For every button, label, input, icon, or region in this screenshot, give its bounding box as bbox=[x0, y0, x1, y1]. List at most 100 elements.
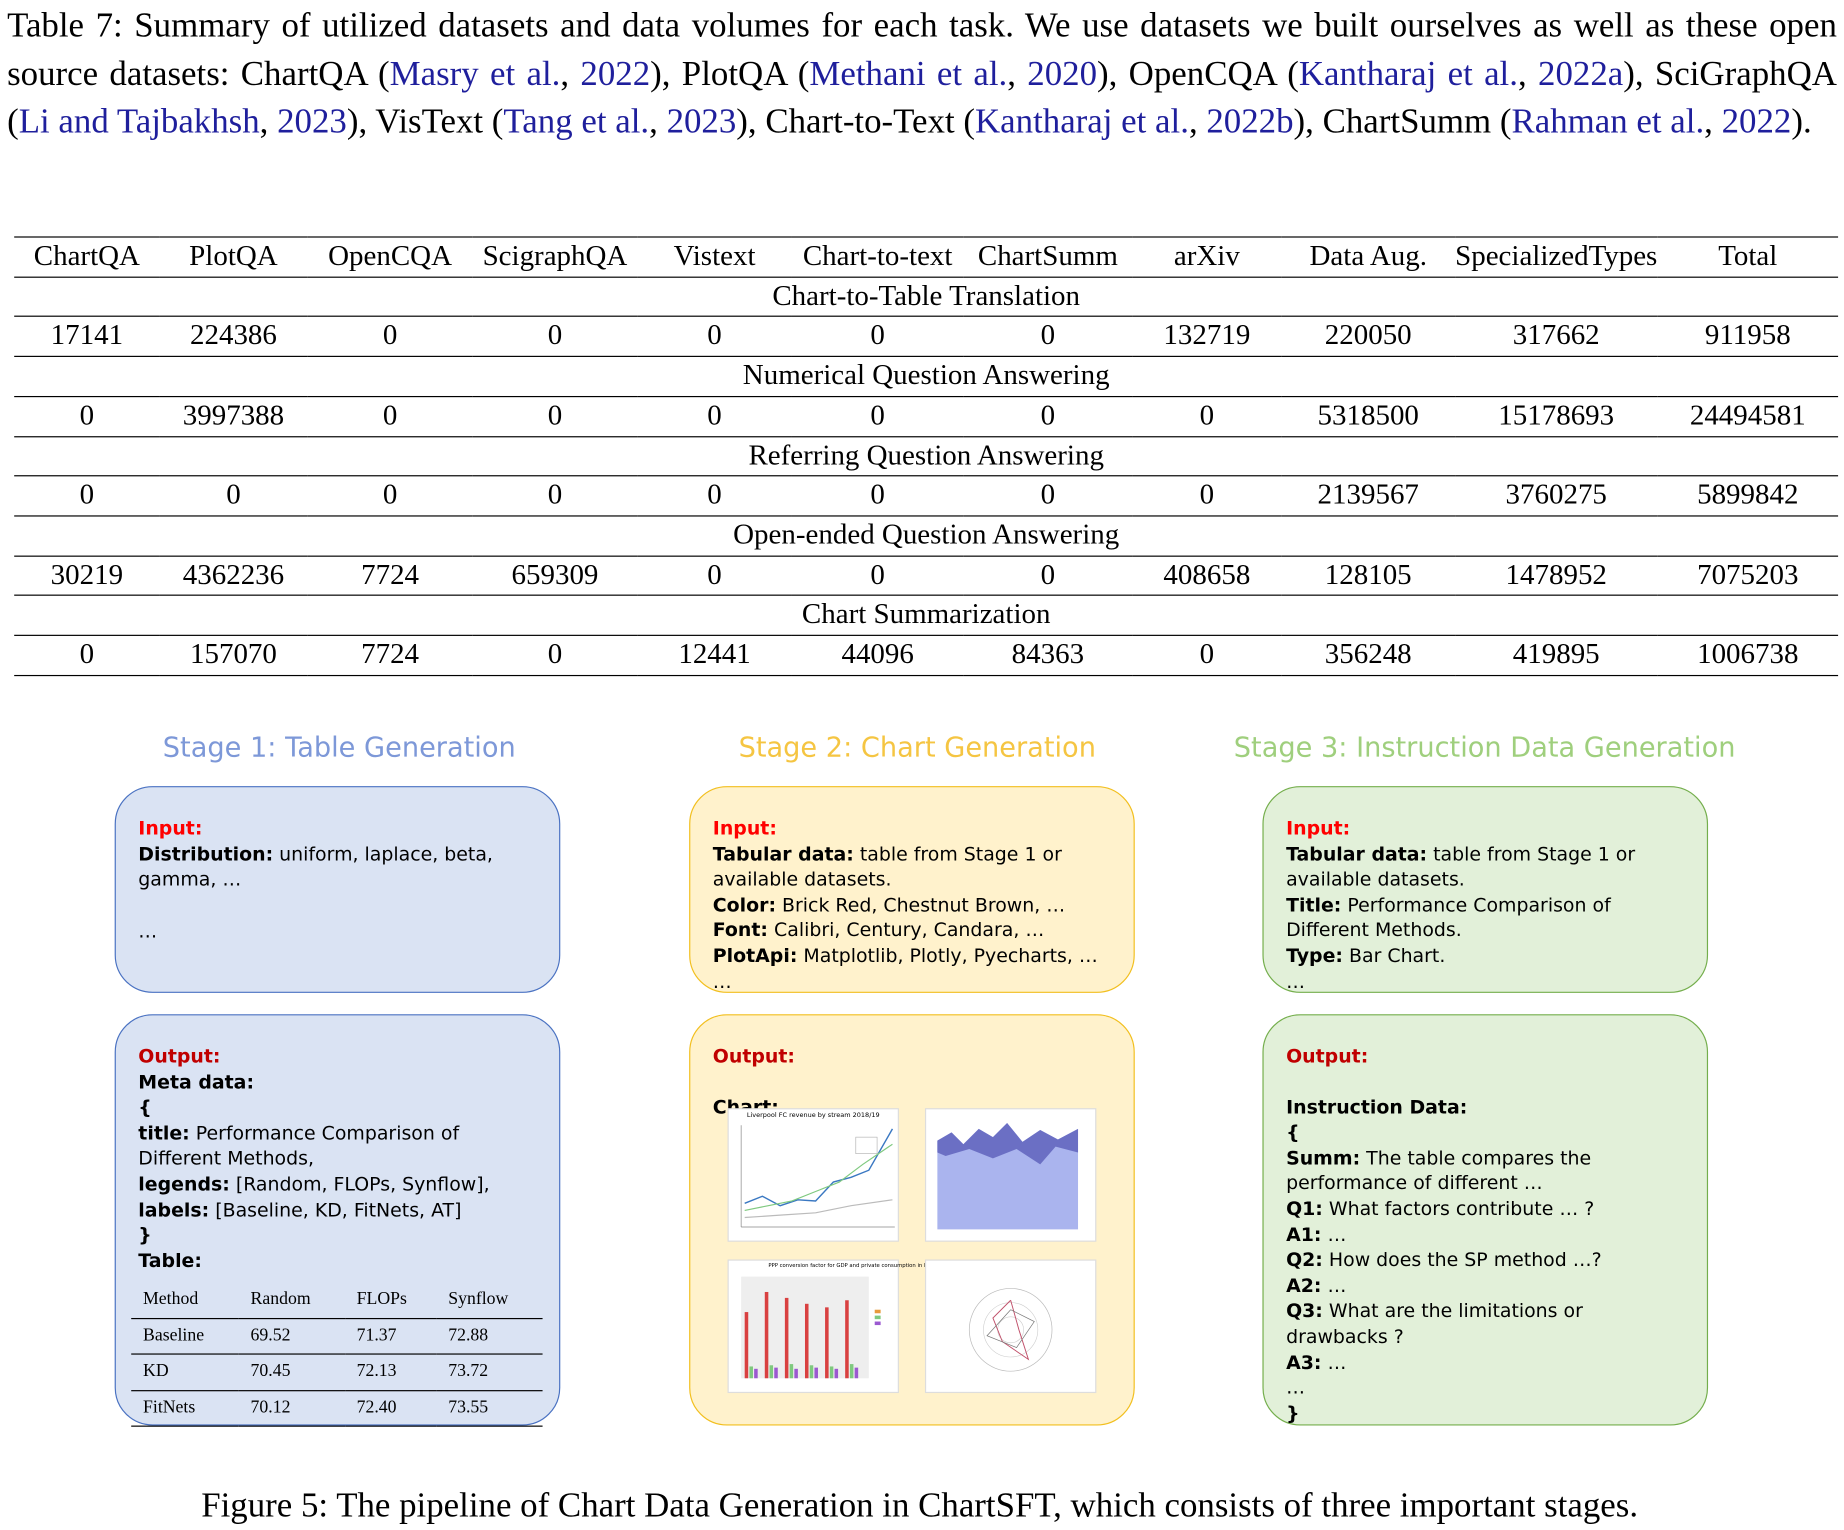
data-cell: 132719 bbox=[1132, 316, 1282, 358]
field-text: table from Stage 1 or available datasets… bbox=[712, 842, 1062, 891]
field-text: … bbox=[1286, 969, 1305, 993]
output-box: Output: Meta data:{title: Performance Com… bbox=[114, 1014, 561, 1428]
data-cell: 0 bbox=[14, 396, 160, 437]
citation: 2022a bbox=[1538, 55, 1624, 94]
mini-cell: FitNets bbox=[131, 1390, 239, 1428]
caption-text: ). bbox=[1791, 103, 1812, 142]
text-line: A2: … bbox=[1286, 1273, 1686, 1299]
thumb-bar: PPP conversion factor for GDP and privat… bbox=[727, 1259, 942, 1394]
data-cell: 84363 bbox=[963, 635, 1133, 676]
field-label: Instruction Data: bbox=[1286, 1095, 1468, 1118]
text-line: } bbox=[138, 1222, 538, 1248]
data-cell: 1006738 bbox=[1657, 635, 1839, 676]
field-text: uniform, laplace, beta, gamma, … bbox=[138, 842, 493, 891]
thumb-radar bbox=[924, 1259, 1097, 1394]
data-cell: 30219 bbox=[14, 555, 160, 597]
field-text: table from Stage 1 or available datasets… bbox=[1286, 842, 1636, 891]
citation: 2022b bbox=[1206, 103, 1294, 142]
data-cell: 3997388 bbox=[159, 396, 308, 437]
data-cell: 0 bbox=[963, 396, 1133, 437]
text-line: Distribution: uniform, laplace, beta, ga… bbox=[138, 841, 538, 892]
field-label: labels: bbox=[138, 1198, 210, 1221]
data-cell: 0 bbox=[472, 316, 638, 358]
caption-text: , bbox=[1704, 103, 1722, 142]
field-text: Performance Comparison of Different Meth… bbox=[1286, 893, 1611, 942]
field-label: Meta data: bbox=[138, 1070, 255, 1093]
data-row: 30219 4362236 7724 659309 0 0 0 408658 128105 147… bbox=[14, 555, 1839, 597]
data-cell: 44096 bbox=[791, 635, 964, 676]
dataset-table: ChartQA PlotQA OpenCQA ScigraphQA Vistext Cha… bbox=[14, 236, 1839, 676]
section-title: Chart Summarization bbox=[14, 595, 1839, 636]
thumb-title: Liverpool FC revenue by stream 2018/19 bbox=[747, 1111, 880, 1119]
output-label: Output: bbox=[712, 1044, 795, 1068]
field-text: Matplotlib, Plotly, Pyecharts, … bbox=[803, 944, 1098, 967]
mini-cell: 72.88 bbox=[436, 1318, 543, 1356]
data-cell: 356248 bbox=[1281, 635, 1456, 676]
header-cell: ChartQA bbox=[14, 236, 160, 278]
data-cell: 0 bbox=[637, 555, 792, 597]
section-title: Open-ended Question Answering bbox=[14, 515, 1839, 557]
data-row: 0 157070 7724 0 12441 44096 84363 0 356248 419895… bbox=[14, 635, 1839, 676]
data-cell: 0 bbox=[472, 396, 638, 437]
data-cell: 0 bbox=[963, 555, 1133, 597]
text-line: … bbox=[1286, 969, 1686, 995]
field-label: A1: bbox=[1286, 1222, 1322, 1246]
text-line: { bbox=[1286, 1120, 1686, 1146]
data-cell: 0 bbox=[637, 476, 792, 517]
text-line: } bbox=[1286, 1400, 1686, 1426]
field-text: … bbox=[138, 919, 158, 942]
data-cell: 7075203 bbox=[1657, 555, 1839, 597]
citation: Methani et al. bbox=[809, 55, 1008, 94]
data-cell: 7724 bbox=[307, 635, 473, 676]
output-label: Output: bbox=[1286, 1044, 1369, 1068]
data-cell: 7724 bbox=[307, 555, 473, 597]
text-line: Q1: What factors contribute … ? bbox=[1286, 1196, 1686, 1222]
field-label: Type: bbox=[1286, 944, 1343, 967]
mini-cell: Baseline bbox=[131, 1318, 239, 1356]
data-cell: 24494581 bbox=[1657, 396, 1839, 437]
input-label: Input: bbox=[138, 816, 203, 840]
field-label: Font: bbox=[712, 918, 769, 942]
data-cell: 419895 bbox=[1455, 635, 1658, 676]
mini-cell: 69.52 bbox=[238, 1318, 345, 1356]
header-cell: ScigraphQA bbox=[472, 236, 638, 278]
caption-text: ), SciGraphQA ( bbox=[7, 55, 1837, 142]
mini-cell: 73.72 bbox=[436, 1354, 543, 1392]
text-line: Q3: What are the limitations or drawback… bbox=[1286, 1298, 1686, 1349]
output-box: Output: Instruction Data:{Summ: The table… bbox=[1262, 1014, 1709, 1426]
data-cell: 15178693 bbox=[1455, 396, 1658, 437]
field-text: [Random, FLOPs, Synflow], bbox=[235, 1172, 490, 1196]
lines: Instruction Data:{Summ: The table compar… bbox=[1286, 1094, 1686, 1426]
header-row: ChartQA PlotQA OpenCQA ScigraphQA Vistext Cha… bbox=[14, 236, 1839, 278]
figure-caption: Figure 5: The pipeline of Chart Data Gen… bbox=[201, 1487, 1639, 1525]
caption-text: , bbox=[1517, 55, 1539, 94]
text-line: { bbox=[138, 1095, 538, 1121]
text-line: Font: Calibri, Century, Candara, … bbox=[713, 918, 1113, 944]
data-cell: 408658 bbox=[1132, 555, 1282, 597]
field-label: Q3: bbox=[1286, 1299, 1323, 1322]
mini-header: Method Random FLOPs Synflow bbox=[131, 1282, 543, 1319]
field-text: Bar Chart. bbox=[1349, 944, 1446, 967]
mini-row: KD 70.45 72.13 73.72 bbox=[131, 1354, 543, 1392]
citation: 2023 bbox=[666, 103, 737, 142]
field-label: title: bbox=[138, 1121, 190, 1144]
caption-text: , bbox=[560, 55, 581, 94]
field-text: Calibri, Century, Candara, … bbox=[774, 918, 1045, 942]
text-line: PlotApi: Matplotlib, Plotly, Pyecharts, … bbox=[713, 943, 1113, 969]
caption-text: ), VisText ( bbox=[346, 103, 504, 142]
field-text: … bbox=[1327, 1222, 1347, 1246]
data-cell: 0 bbox=[791, 476, 964, 517]
data-cell: 0 bbox=[637, 316, 792, 358]
stage-title: Stage 3: Instruction Data Generation bbox=[1233, 732, 1736, 764]
header-cell: Vistext bbox=[637, 236, 792, 278]
text-line: … bbox=[713, 969, 1113, 995]
thumb-area bbox=[924, 1108, 1097, 1242]
field-label: Color: bbox=[712, 893, 777, 916]
section-row: Chart-to-Table Translation bbox=[14, 276, 1839, 318]
section-row: Numerical Question Answering bbox=[14, 356, 1839, 397]
input-label: Input: bbox=[1286, 816, 1351, 840]
section-row: Open-ended Question Answering bbox=[14, 515, 1839, 557]
header-cell: arXiv bbox=[1132, 236, 1282, 278]
mini-cell: KD bbox=[131, 1354, 239, 1392]
caption-text: , bbox=[259, 103, 278, 142]
